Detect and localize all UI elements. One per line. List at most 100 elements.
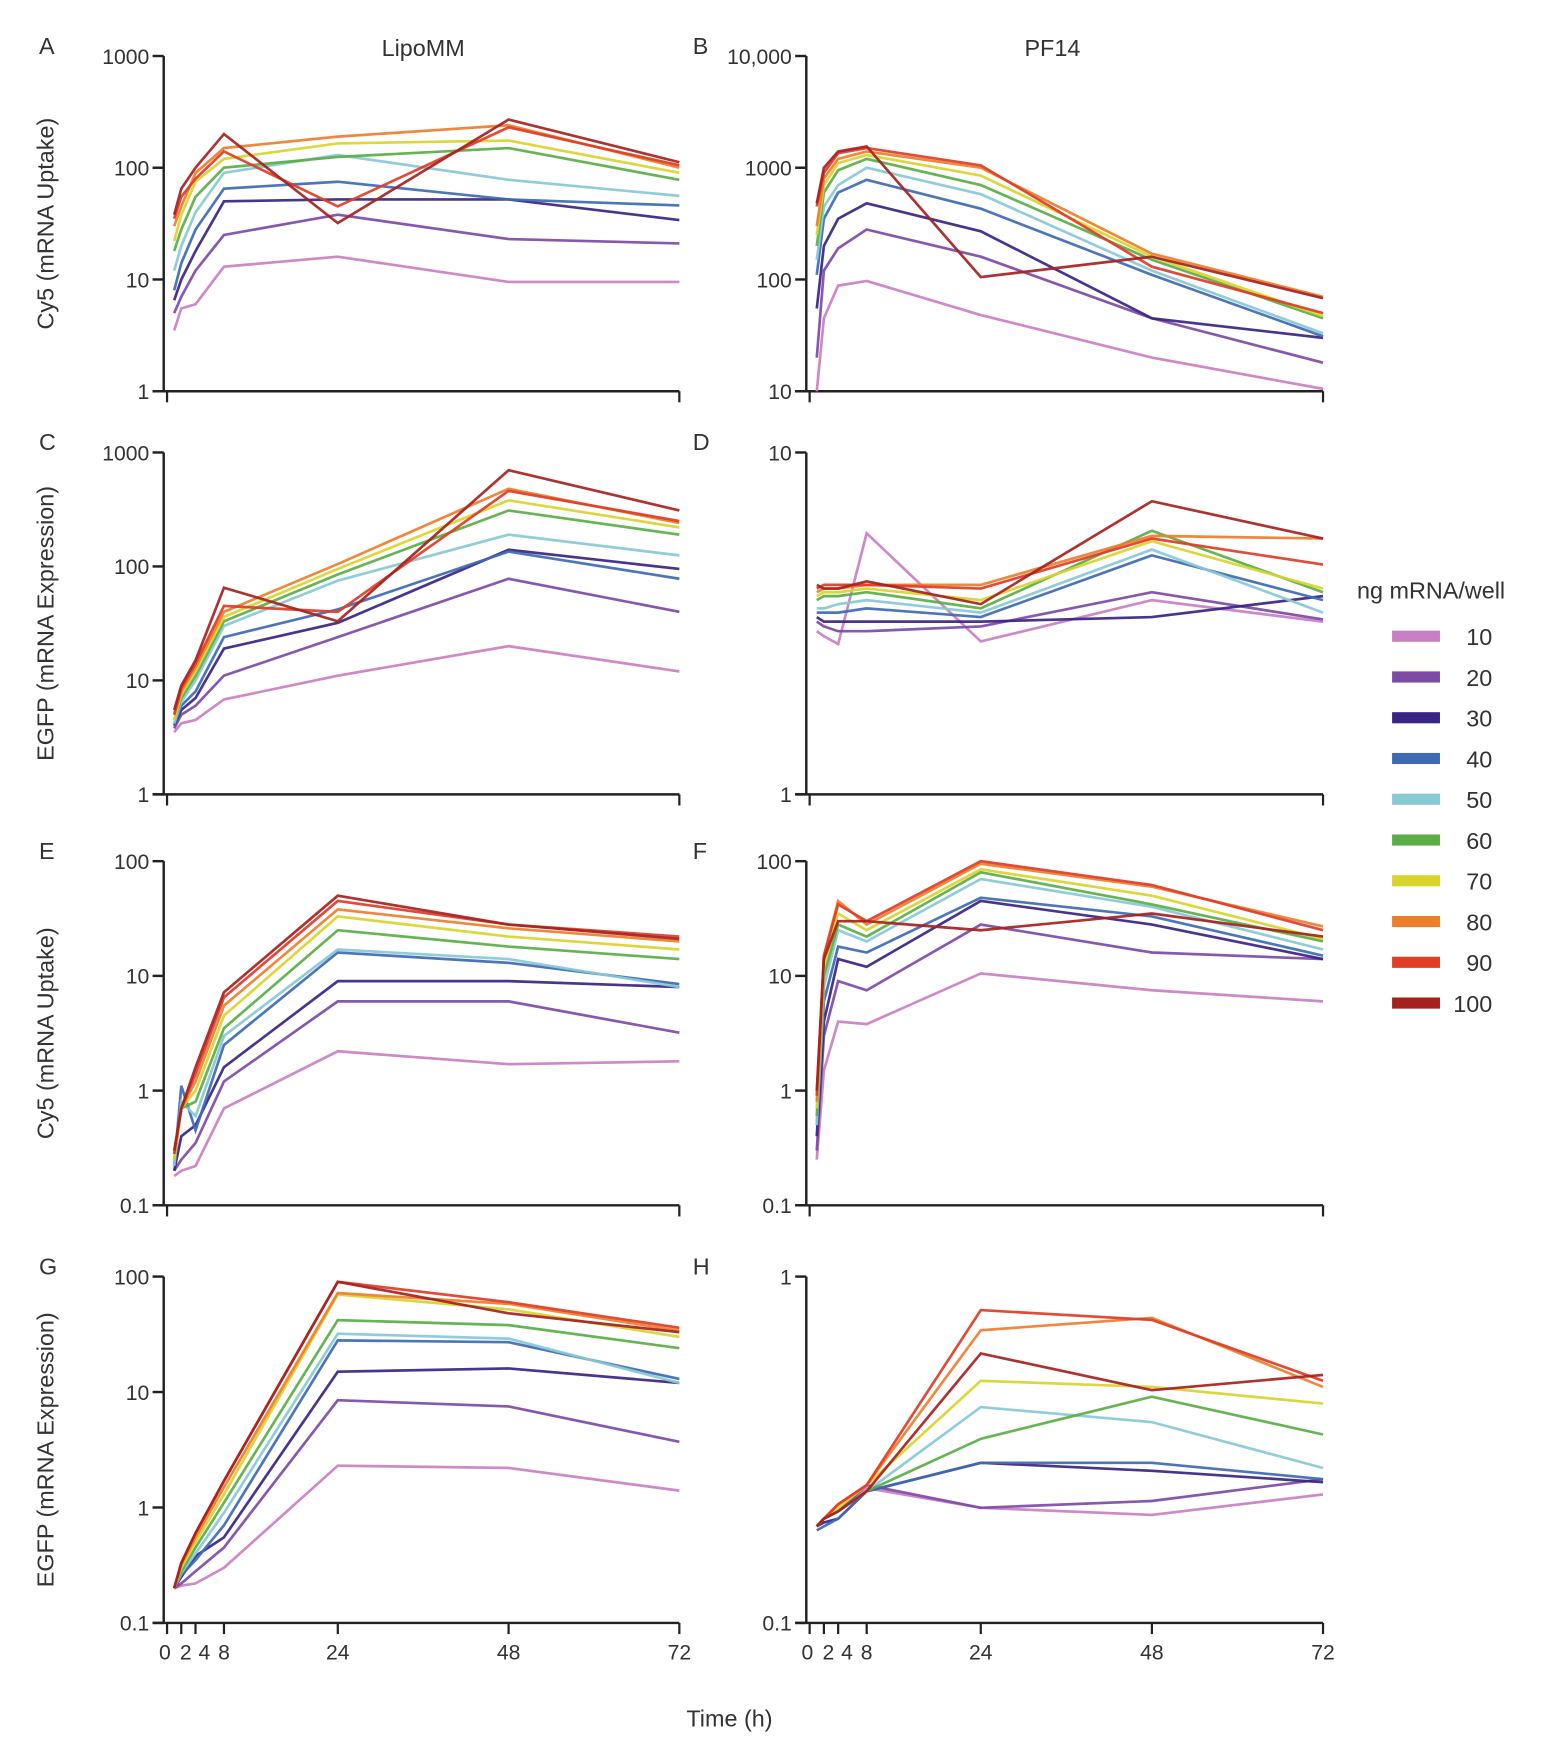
y-tick-label: 10 (768, 442, 792, 465)
legend-item-70: 70 (1392, 869, 1492, 895)
y-tick-label: 10 (768, 966, 792, 989)
legend-item-90: 90 (1392, 950, 1492, 976)
x-tick-label: 0 (159, 1642, 171, 1665)
y-tick-label: 1 (780, 784, 792, 807)
legend-swatch (1392, 712, 1440, 724)
x-tick-label: 72 (1311, 1642, 1335, 1665)
legend-label: 80 (1466, 909, 1492, 935)
legend-swatch (1392, 793, 1440, 805)
legend-label: 10 (1466, 624, 1492, 650)
x-tick-label: 4 (841, 1642, 853, 1665)
x-tick-label: 24 (969, 1642, 993, 1665)
series-line-80 (172, 908, 680, 1155)
legend-swatch (1392, 752, 1440, 765)
series-line-80 (815, 1316, 1324, 1528)
y-tick-label: 1 (780, 1080, 792, 1103)
series-line-20 (815, 923, 1324, 1151)
y-axis-label: Cy5 (mRNA Uptake) (32, 118, 58, 330)
legend-label: 50 (1466, 787, 1492, 813)
series-line-40 (815, 178, 1324, 338)
y-axis-label: Cy5 (mRNA Uptake) (32, 927, 58, 1139)
y-tick-label: 1 (137, 1497, 149, 1520)
series-line-70 (816, 539, 1324, 602)
legend-item-50: 50 (1392, 787, 1492, 813)
panel-a: A Cy5 (mRNA Uptake) 1 10 100 1000 (32, 33, 681, 404)
y-tick-label: 10,000 (727, 46, 792, 69)
panel-e: E Cy5 (mRNA Uptake) 0.1 1 10 100 (32, 838, 681, 1218)
series-line-30 (815, 201, 1324, 340)
legend-label: 40 (1466, 746, 1492, 772)
legend-label: 100 (1453, 991, 1492, 1017)
series-line-100 (172, 894, 680, 1151)
legend-label: 20 (1466, 665, 1492, 691)
series-line-70 (815, 867, 1324, 1109)
x-tick-label: 2 (180, 1642, 192, 1665)
series-line-100 (172, 118, 680, 225)
x-axis-label: Time (h) (686, 1706, 772, 1732)
x-tick-label: 48 (497, 1642, 521, 1665)
legend-item-30: 30 (1392, 706, 1492, 732)
series-line-10 (173, 1464, 680, 1590)
y-tick-label: 0.1 (120, 1195, 149, 1218)
legend-label: 70 (1466, 869, 1492, 895)
y-tick-label: 100 (114, 158, 149, 181)
x-tick-label: 8 (218, 1642, 230, 1665)
series-line-10 (172, 255, 680, 331)
legend-title: ng mRNA/well (1357, 577, 1505, 603)
series-line-90 (172, 125, 680, 220)
y-tick-label: 100 (114, 851, 149, 874)
x-tick-label: 4 (199, 1642, 211, 1665)
series-line-30 (815, 899, 1324, 1137)
legend-item-10: 10 (1392, 624, 1492, 650)
series-line-100 (816, 499, 1324, 606)
y-tick-label: 0.1 (762, 1195, 791, 1218)
series-line-10 (815, 972, 1324, 1160)
series-line-100 (815, 912, 1324, 1091)
y-tick-label: 1000 (745, 158, 792, 181)
series-line-60 (172, 928, 680, 1160)
series-line-20 (815, 228, 1324, 364)
series-line-30 (172, 198, 680, 301)
y-tick-label: 1 (780, 1266, 792, 1289)
legend: ng mRNA/well 10 20 30 40 50 60 70 80 90 100 (1357, 577, 1505, 1017)
series-line-20 (172, 213, 680, 314)
legend-swatch (1392, 671, 1440, 683)
series-line-30 (172, 548, 680, 727)
x-tick-label: 0 (802, 1642, 814, 1665)
legend-item-20: 20 (1392, 665, 1492, 691)
y-tick-label: 0.1 (762, 1613, 791, 1636)
series-line-80 (172, 123, 680, 227)
y-tick-label: 10 (126, 670, 150, 693)
legend-item-80: 80 (1392, 909, 1492, 935)
series-line-20 (172, 577, 680, 729)
series-line-100 (815, 144, 1324, 300)
series-line-20 (173, 1000, 680, 1172)
x-tick-label: 72 (668, 1642, 692, 1665)
y-tick-label: 10 (768, 381, 792, 404)
series-line-40 (172, 180, 680, 291)
legend-item-40: 40 (1392, 746, 1492, 772)
series-line-50 (172, 153, 680, 271)
y-tick-label: 100 (757, 269, 792, 292)
panel-letter: F (693, 838, 707, 864)
series-line-50 (815, 166, 1324, 335)
y-tick-label: 10 (126, 269, 150, 292)
panel-letter: B (693, 33, 709, 59)
legend-item-60: 60 (1392, 828, 1492, 854)
y-tick-label: 1 (137, 381, 149, 404)
series-line-60 (172, 1318, 680, 1589)
panel-letter: H (693, 1253, 710, 1279)
series-line-60 (816, 529, 1324, 610)
y-tick-label: 100 (114, 556, 149, 579)
x-tick-label: 24 (326, 1642, 350, 1665)
x-tick-label: 8 (861, 1642, 873, 1665)
series-line-90 (816, 537, 1324, 590)
series-line-50 (816, 548, 1324, 614)
y-tick-label: 10 (126, 1382, 150, 1405)
series-line-20 (816, 590, 1324, 633)
legend-swatch (1392, 630, 1440, 642)
series-line-30 (172, 979, 680, 1172)
